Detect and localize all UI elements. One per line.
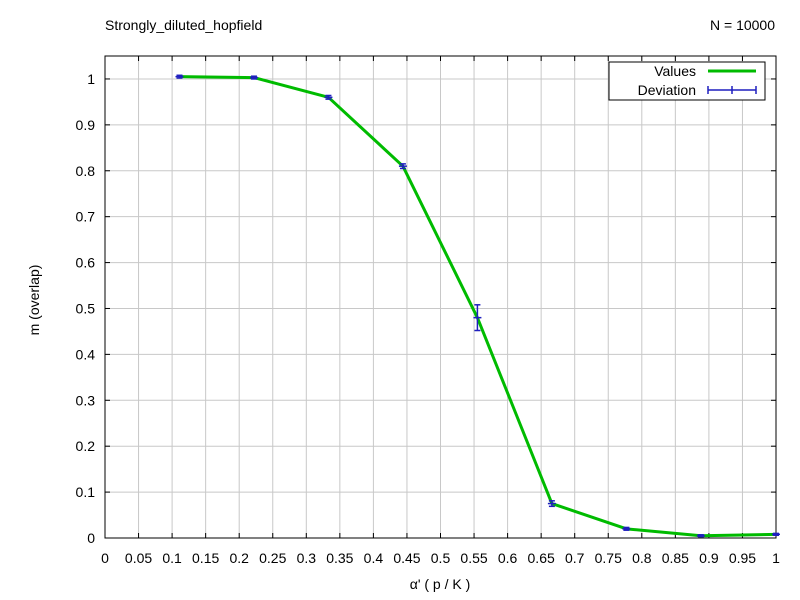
x-tick-label: 0.1 bbox=[162, 550, 182, 566]
x-tick-label: 0.6 bbox=[498, 550, 518, 566]
x-tick-label: 0 bbox=[101, 550, 109, 566]
error-bar bbox=[547, 500, 556, 508]
legend-label-values: Values bbox=[654, 63, 696, 79]
x-tick-label: 0.75 bbox=[595, 550, 622, 566]
error-bar bbox=[473, 304, 482, 332]
x-tick-label: 0.4 bbox=[364, 550, 384, 566]
y-tick-label: 0.7 bbox=[76, 209, 96, 225]
legend-box bbox=[608, 61, 766, 101]
x-tick-label: 0.85 bbox=[662, 550, 689, 566]
error-bar bbox=[175, 74, 184, 79]
legend: Values Deviation bbox=[608, 61, 766, 101]
y-tick-label: 0.3 bbox=[76, 392, 96, 408]
x-tick-label: 0.7 bbox=[565, 550, 585, 566]
x-tick-label: 0.65 bbox=[528, 550, 555, 566]
x-tick-label: 0.5 bbox=[431, 550, 451, 566]
legend-label-deviation: Deviation bbox=[638, 82, 696, 98]
error-bar bbox=[696, 534, 705, 538]
x-tick-label: 0.25 bbox=[259, 550, 286, 566]
error-bar bbox=[622, 526, 631, 531]
x-tick-label: 0.2 bbox=[229, 550, 249, 566]
error-bar bbox=[398, 163, 407, 170]
y-tick-label: 0.9 bbox=[76, 117, 96, 133]
x-tick-label: 0.95 bbox=[729, 550, 756, 566]
y-tick-label: 0.5 bbox=[76, 300, 96, 316]
x-tick-label: 0.35 bbox=[326, 550, 353, 566]
error-bar bbox=[772, 532, 780, 536]
x-tick-label: 0.45 bbox=[393, 550, 420, 566]
x-axis-label: α' ( p / K ) bbox=[409, 576, 471, 592]
ticks: 0 0.05 0.1 0.15 0.2 0.25 0.3 0.35 0.4 0.45 0.5 0.55… bbox=[76, 56, 780, 566]
x-tick-label: 0.9 bbox=[699, 550, 719, 566]
x-tick-label: 0.55 bbox=[460, 550, 487, 566]
error-bar bbox=[324, 94, 333, 100]
error-bars bbox=[175, 74, 780, 538]
y-tick-label: 0.2 bbox=[76, 438, 96, 454]
y-tick-label: 1 bbox=[87, 71, 95, 87]
grid-lines bbox=[105, 56, 776, 538]
x-tick-label: 0.8 bbox=[632, 550, 652, 566]
x-tick-label: 1 bbox=[772, 550, 780, 566]
x-tick-label: 0.3 bbox=[297, 550, 317, 566]
chart-title: Strongly_diluted_hopfield bbox=[105, 17, 263, 33]
y-tick-label: 0.4 bbox=[76, 346, 96, 362]
y-tick-label: 0.8 bbox=[76, 163, 96, 179]
chart-subtitle: N = 10000 bbox=[710, 17, 775, 33]
y-tick-label: 0.6 bbox=[76, 255, 96, 271]
y-tick-label: 0.1 bbox=[76, 484, 96, 500]
y-tick-label: 0 bbox=[87, 530, 95, 546]
x-tick-label: 0.05 bbox=[125, 550, 152, 566]
error-bar bbox=[249, 75, 258, 80]
x-tick-label: 0.15 bbox=[192, 550, 219, 566]
